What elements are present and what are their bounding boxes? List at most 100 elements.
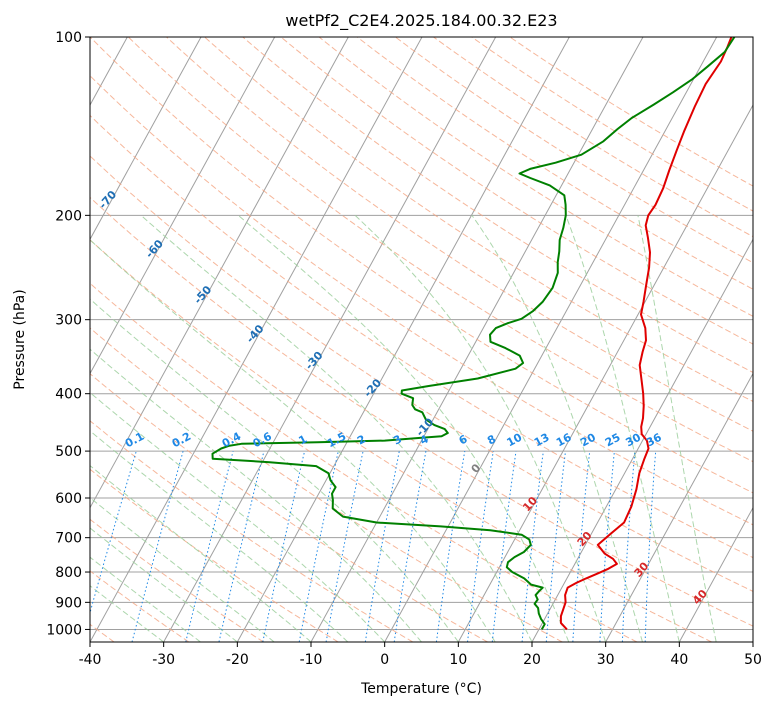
moist-adiabat (354, 214, 607, 642)
mixing-ratio-label: 1.5 (325, 430, 348, 451)
moist-adiabat (90, 497, 275, 642)
y-tick-label: 400 (55, 387, 82, 403)
temperature-profile-line (559, 37, 733, 631)
mixing-ratio-line (90, 450, 137, 615)
isotherm-gridline (457, 104, 753, 642)
mixing-ratio-line (131, 450, 184, 642)
mixing-ratio-line (545, 451, 566, 642)
mixing-ratio-label: 0.2 (170, 430, 193, 451)
dry-adiabat (90, 155, 753, 592)
x-tick-label: -20 (226, 652, 249, 668)
isotherm-label-warm: 20 (575, 529, 595, 549)
mixing-ratio-line (521, 451, 544, 642)
dry-adiabat (90, 114, 753, 559)
y-tick-label: 200 (55, 208, 82, 224)
dry-adiabat (90, 196, 753, 627)
dry-adiabat (318, 37, 753, 317)
x-tick-label: 30 (597, 652, 615, 668)
isotherm-gridline (752, 640, 753, 642)
dry-adiabat (90, 239, 712, 642)
chart-title: wetPf2_C2E4.2025.184.00.32.E23 (285, 11, 557, 31)
x-tick-label: -40 (79, 652, 102, 668)
y-axis-label: Pressure (hPa) (12, 289, 28, 389)
plot-frame (89, 36, 754, 643)
dry-adiabat (90, 420, 414, 642)
mixing-ratio-label: 2 (355, 432, 368, 447)
isotherm-gridline (236, 37, 570, 642)
y-tick-label: 1000 (46, 622, 82, 638)
dry-adiabat (395, 37, 753, 264)
mixing-ratio-label: 8 (485, 432, 498, 447)
dry-adiabat (242, 37, 753, 374)
y-tick-label: 100 (55, 30, 82, 46)
mixing-ratio-line (572, 451, 591, 642)
isotherm-gridline (531, 238, 753, 642)
dry-adiabat (509, 37, 753, 187)
isotherm-label-zero: 0 (469, 461, 484, 476)
moist-adiabat (471, 215, 643, 642)
dewpoint-profile-line (211, 37, 736, 630)
moist-adiabat (90, 348, 422, 642)
moist-adiabat (90, 464, 312, 642)
dry-adiabat (90, 37, 753, 494)
x-tick-label: 40 (670, 652, 688, 668)
dry-adiabat (356, 37, 753, 290)
x-tick-label: 0 (380, 652, 389, 668)
mixing-ratio-label: 0.1 (123, 430, 146, 451)
dry-adiabat (90, 75, 753, 526)
mixing-ratio-line (491, 451, 517, 642)
y-tick-label: 500 (55, 444, 82, 460)
mixing-ratio-line (218, 450, 265, 642)
x-tick-label: 20 (523, 652, 541, 668)
mixing-ratio-line (393, 451, 427, 642)
mixing-ratio-label: 1 (296, 432, 309, 447)
y-tick-label: 800 (55, 565, 82, 581)
mixing-ratio-label: 13 (532, 431, 552, 450)
mixing-ratio-label: 16 (554, 431, 574, 450)
y-tick-label: 600 (55, 491, 82, 507)
isotherm-label-warm: 40 (690, 587, 710, 607)
moist-adiabat (237, 214, 570, 642)
isotherm-gridline (90, 37, 202, 241)
moist-adiabat (90, 239, 496, 642)
isotherm-gridline (163, 37, 497, 642)
y-tick-label: 900 (55, 595, 82, 611)
x-tick-label: 10 (449, 652, 467, 668)
mixing-ratio-label: 30 (623, 431, 643, 450)
mixing-ratio-line (185, 450, 234, 642)
isotherm-gridline (90, 37, 349, 509)
isotherm-label: -90 (0, 94, 23, 118)
dry-adiabat (166, 37, 753, 432)
isotherm-gridline (678, 506, 753, 642)
dry-adiabat (90, 282, 638, 642)
x-tick-label: -30 (152, 652, 175, 668)
mixing-ratio-line (262, 450, 306, 642)
isotherm-gridline (384, 37, 718, 642)
dry-adiabat (90, 373, 488, 642)
mixing-ratio-line (621, 451, 636, 642)
mixing-ratio-label: 10 (505, 431, 525, 450)
moist-adiabat (140, 214, 533, 642)
y-tick-label: 300 (55, 313, 82, 329)
dry-adiabat (90, 518, 264, 642)
dry-adiabat (90, 570, 190, 642)
moist-adiabat (565, 215, 680, 642)
y-tick-label: 700 (55, 531, 82, 547)
mixing-ratio-line (435, 451, 466, 642)
mixing-ratio-label: 25 (603, 431, 623, 450)
x-tick-label: 50 (744, 652, 762, 668)
moist-adiabat (90, 391, 386, 642)
mixing-ratio-label: 20 (578, 431, 598, 450)
dry-adiabat (90, 468, 339, 642)
isotherm-label: -80 (49, 140, 72, 164)
mixing-ratio-line (298, 450, 339, 642)
moist-adiabat (90, 527, 238, 642)
moist-adiabat (637, 215, 717, 642)
x-axis-label: Temperature (°C) (360, 681, 482, 697)
isotherm-gridline (90, 37, 276, 375)
mixing-ratio-label: 6 (457, 432, 470, 447)
isotherm-label-warm: 10 (520, 494, 540, 514)
moist-adiabat (90, 430, 349, 642)
isotherm-label-warm: 30 (632, 559, 652, 579)
